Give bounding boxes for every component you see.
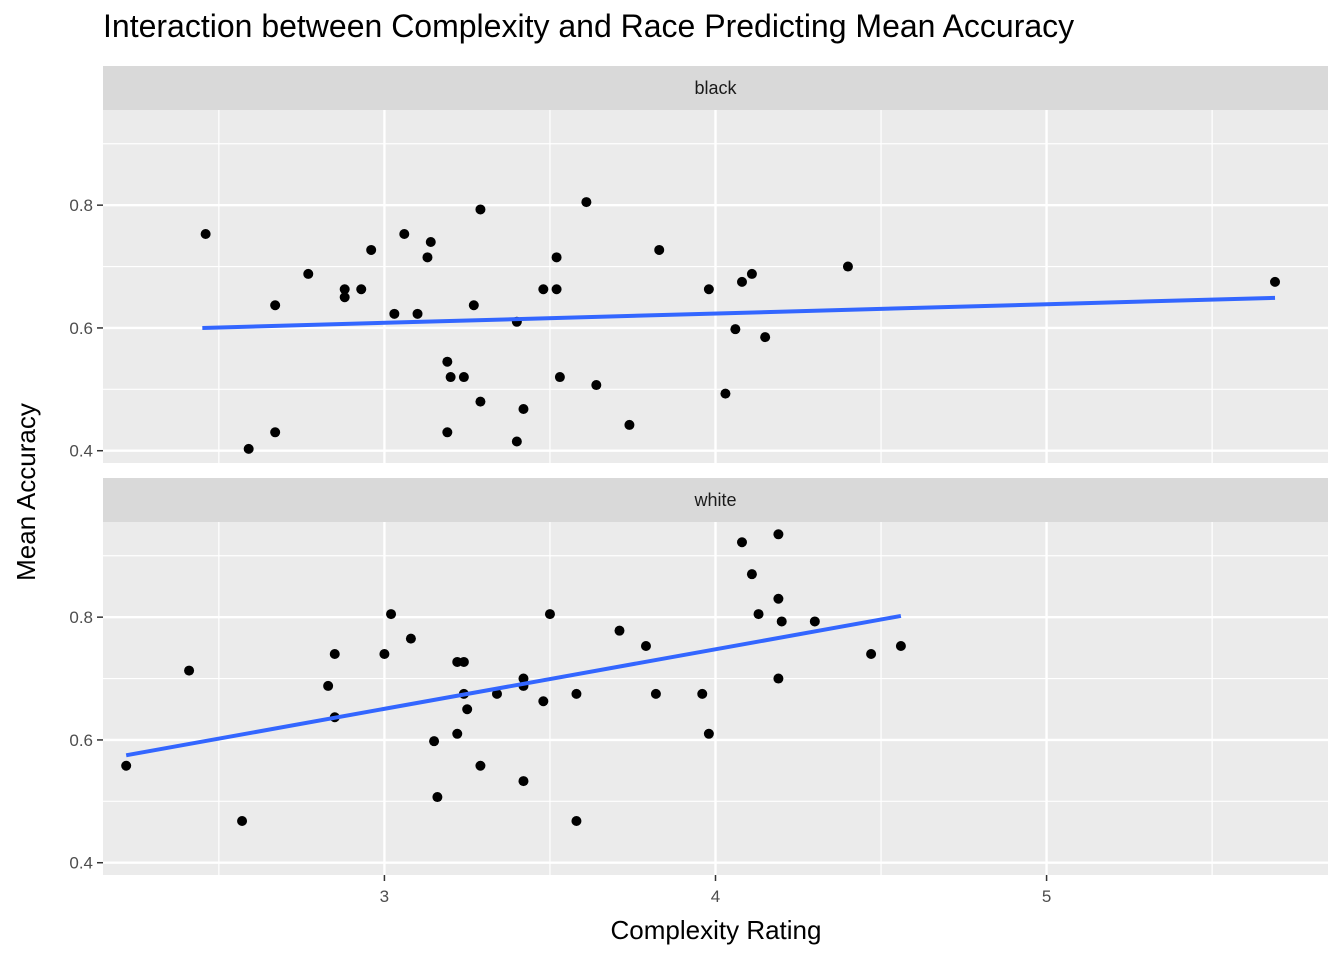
data-point <box>412 308 423 319</box>
facet-black: black 0.4 0.6 0.8 <box>69 66 1328 463</box>
data-point <box>773 673 784 684</box>
data-point <box>624 419 635 430</box>
data-point <box>323 680 334 691</box>
data-point <box>445 372 456 383</box>
x-tick-label: 5 <box>1042 887 1051 906</box>
data-point <box>442 356 453 367</box>
data-point <box>571 688 582 699</box>
data-point <box>760 332 771 343</box>
regression-line <box>125 613 902 758</box>
data-point <box>720 388 731 399</box>
data-point <box>432 792 443 803</box>
data-point <box>571 815 582 826</box>
data-point <box>730 324 741 335</box>
data-point <box>339 292 350 303</box>
y-tick-label: 0.8 <box>69 608 93 627</box>
data-point <box>329 648 340 659</box>
x-axis-title: Complexity Rating <box>611 915 822 945</box>
data-point <box>462 704 473 715</box>
facet-panels: black 0.4 0.6 0.8 white 0.4 0.6 0.8 <box>69 66 1328 875</box>
data-point <box>422 252 433 263</box>
data-point <box>697 688 708 699</box>
x-tick-label: 3 <box>380 887 389 906</box>
y-axis-title: Mean Accuracy <box>11 403 41 581</box>
data-point <box>736 276 747 287</box>
data-point <box>538 696 549 707</box>
facet-strip <box>103 478 1328 522</box>
y-tick-label: 0.6 <box>69 731 93 750</box>
data-point <box>776 616 787 627</box>
data-point <box>703 284 714 295</box>
data-point <box>736 537 747 548</box>
data-point <box>379 648 390 659</box>
y-tick-label: 0.8 <box>69 196 93 215</box>
data-point <box>614 625 625 636</box>
data-point <box>640 641 651 652</box>
data-point <box>518 403 529 414</box>
data-point <box>303 268 314 279</box>
data-point <box>475 760 486 771</box>
data-point <box>554 372 565 383</box>
data-point <box>544 609 555 620</box>
facet-white: white 0.4 0.6 0.8 <box>69 478 1328 875</box>
data-point <box>518 673 529 684</box>
data-point <box>1270 276 1281 287</box>
data-point <box>895 641 906 652</box>
data-point <box>458 656 469 667</box>
data-point <box>442 427 453 438</box>
data-point <box>511 436 522 447</box>
data-point <box>591 380 602 391</box>
regression-line <box>202 295 1276 330</box>
data-point <box>425 236 436 247</box>
data-point <box>429 736 440 747</box>
y-tick-label: 0.4 <box>69 854 93 873</box>
y-tick-label: 0.6 <box>69 319 93 338</box>
data-point <box>386 609 397 620</box>
data-point <box>753 609 764 620</box>
data-point <box>551 252 562 263</box>
data-point <box>538 284 549 295</box>
chart-title: Interaction between Complexity and Race … <box>103 8 1075 44</box>
facet-strip-label: white <box>693 490 736 510</box>
data-point <box>746 569 757 580</box>
data-point <box>339 284 350 295</box>
y-tick-label: 0.4 <box>69 442 93 461</box>
data-point <box>458 372 469 383</box>
data-point <box>121 760 132 771</box>
data-point <box>518 776 529 787</box>
data-point <box>452 728 463 739</box>
data-point <box>468 300 479 311</box>
data-point <box>773 529 784 540</box>
data-point <box>389 308 400 319</box>
x-axis: 3 4 5 <box>380 875 1051 906</box>
data-point <box>270 300 281 311</box>
data-point <box>809 616 820 627</box>
data-point <box>356 284 367 295</box>
data-point <box>475 396 486 407</box>
data-point <box>650 688 661 699</box>
data-point <box>237 815 248 826</box>
data-point <box>243 443 254 454</box>
data-point <box>184 665 195 676</box>
data-point <box>703 728 714 739</box>
data-point <box>200 229 211 240</box>
data-point <box>866 648 877 659</box>
data-point <box>746 268 757 279</box>
data-point <box>654 244 665 255</box>
data-point <box>475 204 486 215</box>
x-tick-label: 4 <box>711 887 720 906</box>
data-point <box>842 261 853 272</box>
facet-strip-label: black <box>694 78 737 98</box>
facet-strip <box>103 66 1328 110</box>
data-point <box>551 284 562 295</box>
data-point <box>270 427 281 438</box>
data-point <box>773 593 784 604</box>
data-point <box>491 688 502 699</box>
data-point <box>581 197 592 208</box>
data-point <box>366 244 377 255</box>
data-point <box>405 633 416 644</box>
data-point <box>399 229 410 240</box>
